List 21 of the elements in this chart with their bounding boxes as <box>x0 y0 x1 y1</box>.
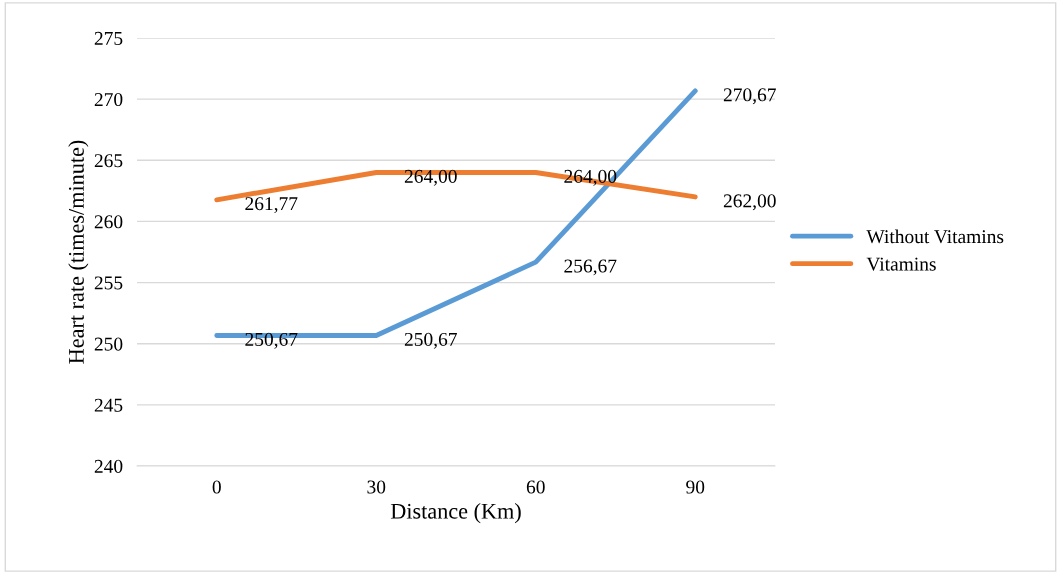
y-tick-label: 255 <box>94 276 123 290</box>
legend-label: Without Vitamins <box>866 229 1004 244</box>
data-label: 250,67 <box>404 332 457 349</box>
y-tick-label: 265 <box>94 154 123 168</box>
y-tick-label: 250 <box>94 337 123 351</box>
y-tick-label: 245 <box>94 398 123 412</box>
data-label: 270,67 <box>723 88 776 105</box>
x-tick-label: 90 <box>686 480 705 494</box>
y-tick-label: 240 <box>94 459 123 473</box>
x-tick-label: 30 <box>367 480 386 494</box>
data-label: 256,67 <box>564 259 617 276</box>
x-axis-title: Distance (Km) <box>390 503 521 524</box>
y-tick-label: 275 <box>94 31 123 45</box>
y-tick-label: 260 <box>94 215 123 229</box>
x-tick-label: 60 <box>526 480 545 494</box>
y-tick-label: 270 <box>94 92 123 107</box>
data-label: 261,77 <box>245 197 298 213</box>
y-axis-title: Heart rate (times/minute) <box>68 140 89 364</box>
data-label: 262,00 <box>723 194 776 211</box>
legend-label: Vitamins <box>866 257 936 271</box>
x-tick-label: 0 <box>212 480 221 494</box>
